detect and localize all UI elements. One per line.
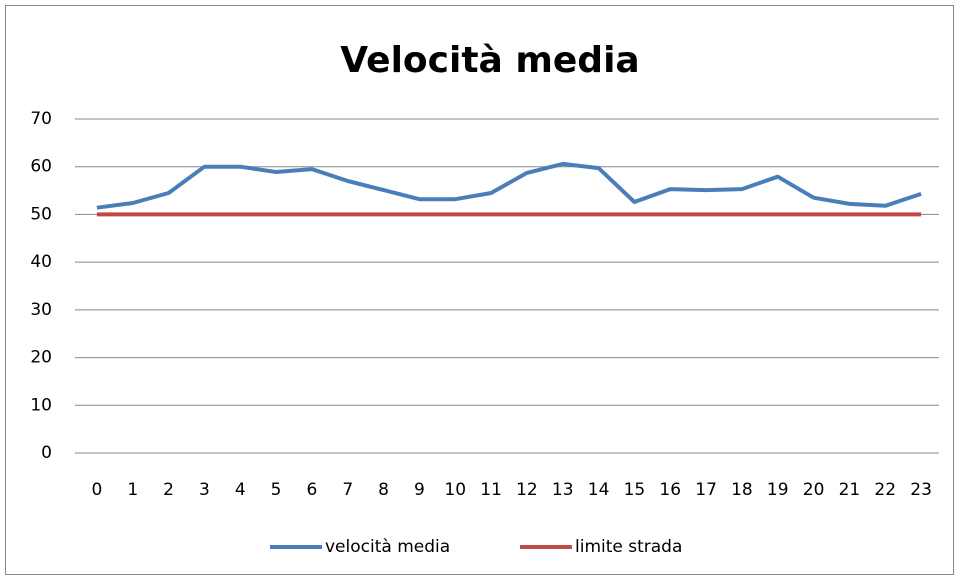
legend-label: velocità media [325,537,450,557]
x-tick-label: 11 [480,480,502,500]
x-tick-label: 1 [127,480,138,500]
y-tick-label: 40 [30,252,52,272]
x-tick-label: 15 [624,480,646,500]
chart-title: Velocità media [340,40,639,81]
y-tick-label: 0 [41,443,52,463]
x-tick-label: 2 [163,480,174,500]
chart-frame [5,5,954,575]
x-tick-label: 20 [803,480,825,500]
x-tick-label: 21 [839,480,861,500]
x-tick-label: 17 [695,480,717,500]
x-tick-label: 0 [92,480,103,500]
y-tick-label: 30 [30,300,52,320]
x-tick-label: 23 [910,480,932,500]
y-tick-label: 70 [30,109,52,129]
x-tick-label: 19 [767,480,789,500]
y-tick-label: 60 [30,157,52,177]
x-tick-label: 5 [271,480,282,500]
x-tick-label: 13 [552,480,574,500]
x-tick-label: 4 [235,480,246,500]
y-tick-label: 10 [30,395,52,415]
x-tick-label: 9 [414,480,425,500]
legend-label: limite strada [575,537,682,557]
x-tick-label: 3 [199,480,210,500]
x-tick-label: 8 [378,480,389,500]
x-tick-label: 12 [516,480,538,500]
x-tick-label: 18 [731,480,753,500]
x-tick-label: 16 [659,480,681,500]
series-line [96,161,922,210]
x-tick-label: 7 [342,480,353,500]
x-tick-label: 14 [588,480,610,500]
y-tick-label: 20 [30,348,52,368]
y-tick-label: 50 [30,204,52,224]
x-tick-label: 22 [874,480,896,500]
x-tick-label: 10 [444,480,466,500]
x-tick-label: 6 [307,480,318,500]
